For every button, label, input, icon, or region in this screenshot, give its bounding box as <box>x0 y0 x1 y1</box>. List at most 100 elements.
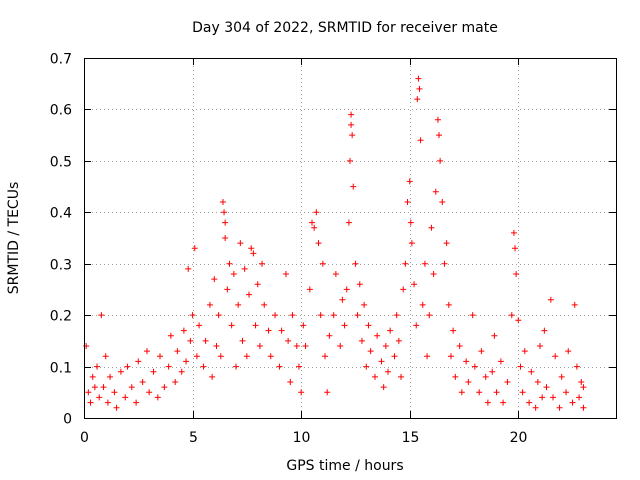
data-point <box>306 286 313 293</box>
data-point <box>91 384 98 391</box>
data-point <box>107 373 114 380</box>
data-point <box>298 389 305 396</box>
data-point <box>287 379 294 385</box>
data-point <box>419 301 426 308</box>
data-point <box>463 358 470 365</box>
data-point <box>484 399 491 406</box>
data-point <box>259 260 266 267</box>
data-point <box>224 286 231 293</box>
data-point <box>154 394 161 401</box>
data-point <box>150 368 157 375</box>
data-point <box>96 394 103 401</box>
data-point <box>196 322 203 329</box>
data-point <box>94 363 101 370</box>
data-point <box>393 312 400 319</box>
data-point <box>552 353 559 360</box>
data-point <box>345 219 352 226</box>
data-point <box>209 373 216 380</box>
data-point <box>300 322 307 329</box>
data-point <box>426 312 433 319</box>
data-point <box>515 317 522 324</box>
data-point <box>230 271 237 277</box>
data-point <box>98 312 105 319</box>
data-point <box>436 132 443 139</box>
data-point <box>87 399 94 406</box>
data-point <box>348 121 355 128</box>
data-point <box>395 337 402 344</box>
data-point <box>424 353 431 360</box>
data-point <box>547 296 554 303</box>
data-point <box>437 157 444 164</box>
data-point <box>543 384 550 391</box>
data-point <box>447 353 454 360</box>
data-point <box>293 343 300 349</box>
data-point <box>508 312 515 319</box>
data-point <box>267 353 274 360</box>
data-point <box>157 353 163 360</box>
data-point <box>189 312 196 319</box>
data-point <box>252 322 259 329</box>
data-point <box>239 337 246 344</box>
data-point <box>385 368 391 375</box>
data-point <box>174 348 181 355</box>
data-point <box>580 384 587 391</box>
data-point <box>276 363 283 370</box>
data-point <box>556 404 563 411</box>
data-point <box>233 363 239 370</box>
data-point <box>248 245 255 252</box>
data-point <box>324 389 331 396</box>
data-point <box>415 75 422 82</box>
data-point <box>478 348 485 355</box>
data-point <box>265 327 272 334</box>
data-point <box>311 224 318 231</box>
data-point <box>143 348 150 355</box>
data-point <box>295 363 302 370</box>
data-point <box>563 389 570 396</box>
data-point <box>504 379 511 385</box>
data-point <box>413 322 420 329</box>
data-point <box>180 327 187 334</box>
data-point <box>187 337 194 344</box>
data-point <box>406 178 413 185</box>
y-tick-label: 0.6 <box>50 103 72 119</box>
data-point <box>326 332 333 339</box>
data-point <box>532 404 539 411</box>
data-point <box>254 281 261 288</box>
data-point <box>476 389 483 396</box>
data-point <box>111 389 118 396</box>
data-point <box>272 312 279 319</box>
data-point <box>363 363 370 370</box>
data-point <box>500 399 507 406</box>
data-point <box>430 271 437 277</box>
data-point <box>391 353 398 360</box>
data-point <box>317 312 324 319</box>
data-point <box>541 327 548 334</box>
data-point <box>398 373 405 380</box>
data-point <box>85 389 92 396</box>
data-point <box>250 250 257 257</box>
data-point <box>482 373 489 380</box>
data-point <box>104 399 111 406</box>
data-point <box>282 271 289 277</box>
y-tick-label: 0 <box>63 412 72 428</box>
data-point <box>133 399 140 406</box>
x-tick-label: 5 <box>189 430 198 446</box>
data-point <box>337 343 344 349</box>
data-point <box>347 157 353 164</box>
data-point <box>222 235 229 241</box>
data-point <box>206 301 213 308</box>
data-point <box>261 301 268 308</box>
data-point <box>465 379 472 385</box>
data-point <box>102 353 109 360</box>
data-point <box>428 224 435 231</box>
data-point <box>213 343 220 349</box>
data-point <box>354 312 361 319</box>
data-point <box>117 368 124 375</box>
y-axis-label: SRMTID / TECUs <box>6 182 22 295</box>
data-point <box>243 353 250 360</box>
data-point <box>193 353 200 360</box>
data-point <box>278 327 285 334</box>
axis-ticks: 0 5 10 15 20 0 0.1 0.2 0.3 0.4 0.5 0.6 0.7 <box>50 52 616 446</box>
data-point <box>408 240 415 247</box>
data-point <box>185 265 192 272</box>
